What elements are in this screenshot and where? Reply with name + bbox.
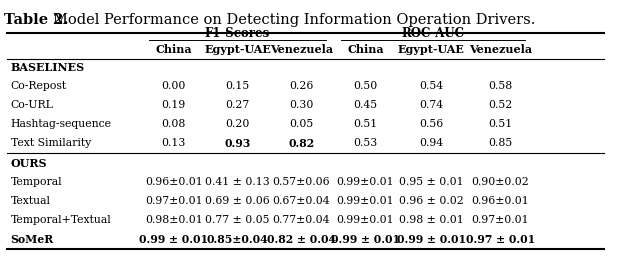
Text: OURS: OURS — [10, 158, 47, 169]
Text: 0.82 ± 0.04: 0.82 ± 0.04 — [267, 234, 336, 244]
Text: 0.97±0.01: 0.97±0.01 — [145, 196, 202, 206]
Text: 0.58: 0.58 — [488, 81, 513, 91]
Text: 0.05: 0.05 — [289, 119, 314, 129]
Text: Model Performance on Detecting Information Operation Drivers.: Model Performance on Detecting Informati… — [53, 13, 536, 27]
Text: 0.30: 0.30 — [289, 100, 314, 110]
Text: 0.93: 0.93 — [225, 138, 251, 149]
Text: 0.90±0.02: 0.90±0.02 — [472, 177, 529, 187]
Text: 0.67±0.04: 0.67±0.04 — [273, 196, 330, 206]
Text: 0.45: 0.45 — [353, 100, 378, 110]
Text: 0.27: 0.27 — [225, 100, 250, 110]
Text: 0.51: 0.51 — [488, 119, 513, 129]
Text: 0.97 ± 0.01: 0.97 ± 0.01 — [466, 234, 535, 244]
Text: 0.41 ± 0.13: 0.41 ± 0.13 — [205, 177, 270, 187]
Text: Hashtag-sequence: Hashtag-sequence — [10, 119, 111, 129]
Text: SoMeR: SoMeR — [10, 234, 54, 244]
Text: 0.98±0.01: 0.98±0.01 — [145, 214, 202, 225]
Text: Temporal+Textual: Temporal+Textual — [10, 214, 111, 225]
Text: Co-Repost: Co-Repost — [10, 81, 67, 91]
Text: 0.99 ± 0.01: 0.99 ± 0.01 — [331, 234, 400, 244]
Text: Co-URL: Co-URL — [10, 100, 53, 110]
Text: Temporal: Temporal — [10, 177, 62, 187]
Text: 0.52: 0.52 — [488, 100, 513, 110]
Text: 0.69 ± 0.06: 0.69 ± 0.06 — [205, 196, 270, 206]
Text: 0.99 ± 0.01: 0.99 ± 0.01 — [139, 234, 208, 244]
Text: 0.20: 0.20 — [225, 119, 250, 129]
Text: 0.50: 0.50 — [353, 81, 378, 91]
Text: 0.54: 0.54 — [419, 81, 443, 91]
Text: 0.99±0.01: 0.99±0.01 — [337, 214, 394, 225]
Text: F1-Scores: F1-Scores — [205, 27, 270, 40]
Text: ROC-AUC: ROC-AUC — [401, 27, 465, 40]
Text: 0.26: 0.26 — [289, 81, 314, 91]
Text: 0.95 ± 0.01: 0.95 ± 0.01 — [399, 177, 463, 187]
Text: BASELINES: BASELINES — [10, 62, 84, 73]
Text: 0.96 ± 0.02: 0.96 ± 0.02 — [399, 196, 463, 206]
Text: 0.99±0.01: 0.99±0.01 — [337, 196, 394, 206]
Text: 0.15: 0.15 — [225, 81, 250, 91]
Text: 0.98 ± 0.01: 0.98 ± 0.01 — [399, 214, 463, 225]
Text: Egypt-UAE: Egypt-UAE — [397, 44, 465, 55]
Text: 0.96±0.01: 0.96±0.01 — [145, 177, 202, 187]
Text: 0.97±0.01: 0.97±0.01 — [472, 214, 529, 225]
Text: 0.96±0.01: 0.96±0.01 — [472, 196, 529, 206]
Text: 0.99±0.01: 0.99±0.01 — [337, 177, 394, 187]
Text: China: China — [347, 44, 384, 55]
Text: 0.13: 0.13 — [161, 138, 186, 148]
Text: 0.00: 0.00 — [161, 81, 186, 91]
Text: Textual: Textual — [10, 196, 51, 206]
Text: 0.19: 0.19 — [161, 100, 186, 110]
Text: 0.08: 0.08 — [161, 119, 186, 129]
Text: 0.56: 0.56 — [419, 119, 444, 129]
Text: 0.53: 0.53 — [353, 138, 378, 148]
Text: Egypt-UAE: Egypt-UAE — [204, 44, 271, 55]
Text: 0.99 ± 0.01: 0.99 ± 0.01 — [397, 234, 466, 244]
Text: 0.77±0.04: 0.77±0.04 — [273, 214, 330, 225]
Text: 0.74: 0.74 — [419, 100, 443, 110]
Text: Text Similarity: Text Similarity — [10, 138, 91, 148]
Text: 0.85±0.04: 0.85±0.04 — [207, 234, 268, 244]
Text: China: China — [156, 44, 192, 55]
Text: 0.85: 0.85 — [488, 138, 513, 148]
Text: 0.94: 0.94 — [419, 138, 443, 148]
Text: 0.82: 0.82 — [289, 138, 315, 149]
Text: Venezuela: Venezuela — [270, 44, 333, 55]
Text: Table 2.: Table 2. — [4, 13, 69, 27]
Text: 0.57±0.06: 0.57±0.06 — [273, 177, 330, 187]
Text: 0.51: 0.51 — [353, 119, 378, 129]
Text: 0.77 ± 0.05: 0.77 ± 0.05 — [205, 214, 270, 225]
Text: Venezuela: Venezuela — [469, 44, 532, 55]
